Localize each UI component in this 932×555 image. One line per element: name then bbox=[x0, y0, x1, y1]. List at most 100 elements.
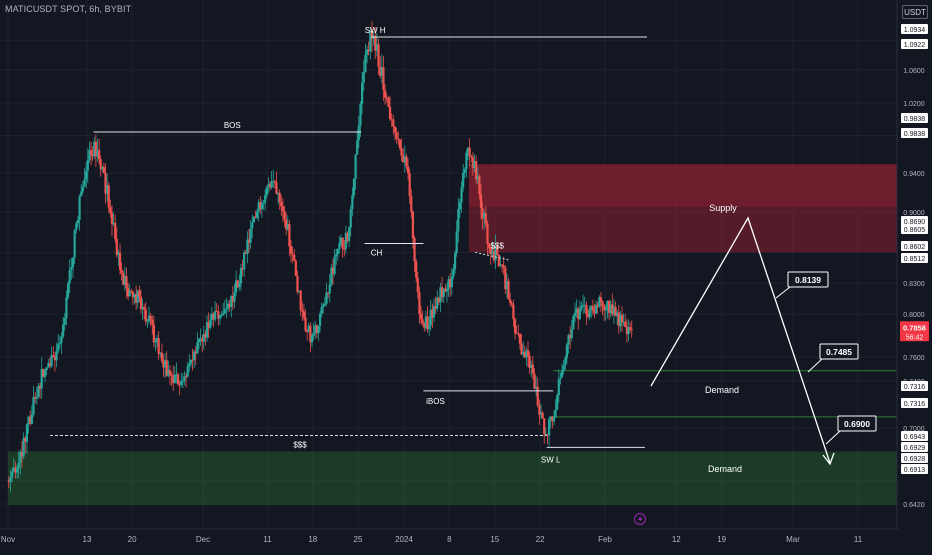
candle-body bbox=[205, 322, 209, 338]
candle-body bbox=[599, 297, 603, 302]
candle-body bbox=[24, 437, 27, 442]
candle-body bbox=[335, 254, 338, 257]
candle-body bbox=[107, 185, 110, 208]
candle-body bbox=[91, 154, 94, 157]
price-marker-box bbox=[901, 241, 928, 251]
candle-body bbox=[35, 396, 38, 399]
candle-body bbox=[259, 202, 262, 210]
candle-body bbox=[528, 355, 531, 368]
candle-body bbox=[265, 187, 268, 196]
price-marker-label: 0.6943 bbox=[904, 434, 926, 441]
candle-body bbox=[352, 178, 356, 196]
time-tick-label: 18 bbox=[308, 535, 317, 544]
candle-body bbox=[439, 287, 442, 303]
candle-body bbox=[325, 292, 328, 304]
candle-body bbox=[217, 311, 220, 319]
candle-body bbox=[434, 306, 437, 309]
candle-body bbox=[63, 318, 66, 325]
candle-body bbox=[370, 31, 374, 39]
candle-body bbox=[172, 376, 175, 384]
candle-body bbox=[410, 196, 413, 212]
time-tick-label: 22 bbox=[536, 535, 545, 544]
candle-body bbox=[535, 386, 538, 389]
target-0.7485-box bbox=[819, 343, 859, 360]
candle-body bbox=[138, 290, 141, 297]
candle-body bbox=[109, 207, 112, 214]
candle-body bbox=[202, 333, 205, 342]
candle-body bbox=[50, 355, 53, 367]
candle-body bbox=[273, 181, 276, 183]
candle-body bbox=[488, 243, 491, 248]
candle-body bbox=[475, 161, 478, 180]
candle-body bbox=[212, 313, 215, 320]
candle-body bbox=[76, 220, 80, 224]
candle-body bbox=[423, 323, 426, 328]
candle-body bbox=[466, 147, 470, 153]
projection bbox=[650, 216, 835, 466]
candle-body bbox=[491, 251, 494, 255]
candle-body bbox=[314, 325, 317, 333]
candle-body bbox=[234, 280, 238, 293]
candle-body bbox=[270, 181, 273, 188]
time-tick-label: 13 bbox=[83, 535, 92, 544]
target-0.6900-label: 0.6900 bbox=[844, 419, 870, 429]
candle-body bbox=[218, 315, 222, 319]
candle-body bbox=[512, 304, 515, 320]
candle-body bbox=[110, 213, 114, 225]
price-marker-box bbox=[901, 128, 928, 138]
candle-body bbox=[7, 480, 10, 483]
sw-low-label: SW L bbox=[541, 455, 561, 464]
candle-body bbox=[460, 187, 463, 203]
candle-body bbox=[288, 223, 291, 247]
candle-body bbox=[543, 418, 546, 435]
candle-body bbox=[93, 141, 96, 157]
candle-body bbox=[408, 173, 411, 197]
candle-body bbox=[463, 168, 466, 174]
candle-body bbox=[481, 208, 484, 219]
candle-body bbox=[164, 360, 167, 368]
supply-label: Supply bbox=[709, 203, 737, 213]
demand-zone-lower bbox=[8, 451, 897, 505]
candle-body bbox=[272, 181, 275, 183]
candle-body bbox=[117, 252, 120, 255]
candle-body bbox=[162, 360, 165, 368]
candle-body bbox=[296, 275, 299, 293]
candle-body bbox=[400, 147, 403, 156]
candle-body bbox=[390, 118, 393, 120]
candle-body bbox=[42, 369, 45, 377]
zones: Supply Demand Demand bbox=[8, 164, 897, 505]
candle-body bbox=[280, 201, 283, 207]
candle-body bbox=[577, 308, 580, 320]
candle-body bbox=[622, 321, 625, 323]
candle-body bbox=[306, 330, 309, 332]
candle-body bbox=[338, 242, 341, 249]
candle-body bbox=[167, 370, 170, 376]
candle-body bbox=[322, 304, 325, 307]
candle-body bbox=[570, 329, 573, 339]
candle-body bbox=[567, 335, 570, 345]
candle-body bbox=[591, 306, 594, 311]
candle-body bbox=[330, 267, 333, 285]
currency-badge[interactable]: USDT bbox=[902, 5, 928, 19]
candle-body bbox=[149, 315, 152, 320]
candle-body bbox=[421, 319, 424, 324]
candle-body bbox=[520, 343, 523, 355]
candle-body bbox=[323, 303, 327, 305]
candle-body bbox=[388, 106, 392, 119]
candle-body bbox=[513, 319, 517, 334]
candle-body bbox=[538, 405, 541, 415]
candle-body bbox=[465, 152, 468, 169]
candle-body bbox=[155, 338, 159, 342]
price-tick-label: 0.7600 bbox=[903, 355, 925, 362]
candle-body bbox=[468, 147, 471, 156]
candle-body bbox=[68, 269, 71, 284]
candle-body bbox=[395, 132, 398, 139]
candle-body bbox=[209, 320, 212, 328]
candle-body bbox=[244, 252, 247, 254]
candle-body bbox=[297, 290, 301, 293]
candle-body bbox=[43, 370, 47, 377]
candle-body bbox=[569, 335, 572, 339]
price-tick-label: 0.7000 bbox=[903, 426, 925, 433]
